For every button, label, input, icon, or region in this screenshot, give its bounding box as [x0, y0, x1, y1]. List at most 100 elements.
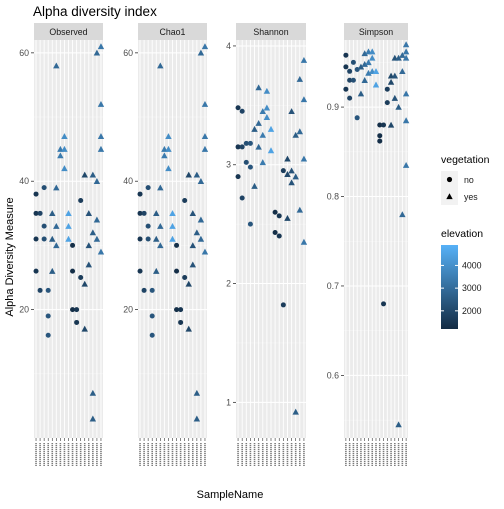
data-point-circle [343, 64, 349, 70]
data-point-triangle [169, 222, 176, 229]
data-point-triangle [65, 222, 72, 229]
y-tick-label: 0.6 [327, 370, 339, 380]
data-point-circle [41, 223, 47, 229]
data-point-triangle [296, 206, 304, 213]
data-point-triangle [97, 145, 105, 152]
data-point-circle [37, 210, 43, 216]
data-point-circle [33, 236, 39, 242]
data-point-circle [145, 223, 151, 229]
data-point-circle [182, 197, 188, 203]
facet-observed: Observed 20 40 60 [19, 23, 105, 466]
data-point-triangle [251, 125, 258, 132]
data-point-triangle [263, 104, 271, 111]
data-point-triangle [201, 43, 209, 50]
data-point-triangle [201, 100, 209, 107]
data-point-triangle [89, 415, 97, 422]
data-point-circle [280, 168, 286, 174]
data-point-circle [70, 268, 76, 274]
data-point-circle [354, 67, 360, 73]
data-point-triangle [65, 235, 72, 242]
data-point-circle [149, 287, 155, 293]
data-point-triangle [61, 145, 68, 152]
chart-title: Alpha diversity index [33, 4, 157, 19]
data-point-triangle [197, 178, 205, 184]
data-point-triangle [267, 125, 275, 132]
data-point-triangle [193, 171, 201, 178]
data-point-triangle [284, 155, 291, 162]
facet-panels: Observed 20 40 60 Chao1 20 40 60 Shannon 1 2 3 4 Simp… [19, 23, 410, 466]
data-point-circle [182, 275, 188, 281]
data-point-triangle [402, 48, 410, 55]
data-point-triangle [97, 248, 105, 255]
data-point-circle [377, 122, 383, 128]
y-axis-title: Alpha Diversity Measure [4, 197, 16, 316]
data-point-circle [347, 95, 353, 101]
data-point-circle [145, 236, 151, 242]
data-point-triangle [357, 63, 365, 70]
data-point-triangle [259, 108, 266, 115]
y-tick-label: 60 [19, 48, 29, 58]
data-point-circle [243, 140, 249, 146]
data-point-triangle [288, 179, 295, 186]
data-point-triangle [49, 235, 56, 242]
facet-chao1: Chao1 20 40 60 [123, 23, 209, 466]
data-point-triangle [161, 145, 168, 152]
y-tick-label: 40 [123, 176, 133, 186]
data-point-circle [70, 242, 76, 248]
data-point-triangle [300, 96, 308, 103]
data-point-triangle [357, 90, 365, 97]
data-point-circle [141, 287, 147, 293]
data-point-triangle [267, 147, 275, 154]
data-point-triangle [53, 222, 60, 229]
data-point-circle [272, 209, 278, 215]
data-point-triangle [399, 68, 406, 75]
data-point-triangle [49, 267, 56, 274]
data-point-triangle [53, 62, 60, 69]
data-point-circle [381, 122, 387, 128]
data-point-triangle [193, 389, 201, 396]
data-point-triangle [391, 72, 399, 79]
data-point-triangle [49, 210, 56, 217]
data-point-triangle [85, 210, 92, 217]
data-point-triangle [402, 54, 410, 61]
data-point-circle [41, 236, 47, 242]
data-point-circle [239, 144, 245, 150]
data-point-circle [247, 221, 253, 227]
data-point-circle [343, 52, 349, 58]
data-point-triangle [89, 389, 97, 396]
facet-strip [34, 23, 103, 40]
data-point-triangle [255, 119, 262, 126]
data-point-triangle [165, 165, 172, 172]
elevation-colorbar [441, 245, 458, 329]
data-point-circle [137, 210, 143, 216]
data-point-triangle [284, 171, 291, 177]
data-point-triangle [288, 167, 295, 174]
x-axis-title: SampleName [197, 489, 264, 501]
data-point-triangle [157, 184, 164, 191]
data-point-triangle [157, 242, 164, 249]
data-point-triangle [402, 162, 410, 168]
colorbar-tick-label: 4000 [462, 260, 482, 270]
data-point-circle [33, 268, 39, 274]
data-point-triangle [197, 216, 205, 223]
data-point-triangle [93, 178, 101, 184]
data-point-circle [33, 191, 39, 197]
data-point-triangle [395, 103, 402, 110]
data-point-triangle [185, 171, 192, 178]
colorbar-tick-label: 2000 [462, 306, 482, 316]
y-tick-label: 2 [226, 279, 231, 289]
data-point-triangle [292, 173, 299, 180]
data-point-circle [384, 86, 390, 92]
facet-strip-label: Chao1 [160, 27, 186, 37]
data-point-circle [381, 301, 387, 307]
data-point-triangle [395, 54, 402, 61]
data-point-circle [178, 319, 184, 325]
y-tick-label: 60 [123, 48, 133, 58]
data-point-triangle [185, 280, 192, 287]
data-point-triangle [61, 165, 68, 172]
data-point-triangle [53, 242, 60, 249]
data-point-circle [350, 77, 356, 83]
data-point-circle [174, 268, 180, 274]
y-tick-label: 0.9 [327, 102, 339, 112]
